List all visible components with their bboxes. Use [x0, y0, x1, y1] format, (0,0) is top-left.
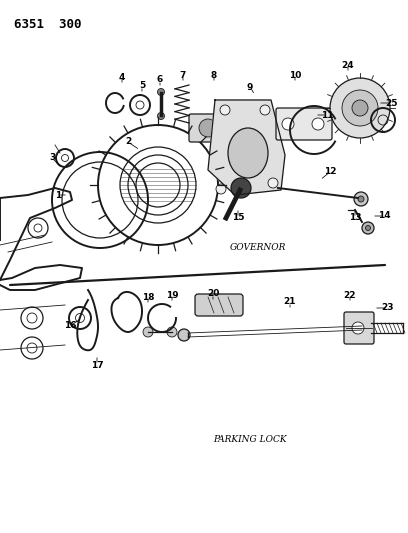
Text: 20: 20 [207, 289, 219, 298]
Ellipse shape [228, 128, 268, 178]
Text: 11: 11 [321, 110, 333, 119]
Circle shape [199, 119, 217, 137]
Circle shape [231, 178, 251, 198]
Circle shape [312, 118, 324, 130]
Circle shape [260, 105, 270, 115]
Text: 18: 18 [142, 293, 154, 302]
Circle shape [178, 329, 190, 341]
Circle shape [220, 105, 230, 115]
FancyBboxPatch shape [344, 312, 374, 344]
Text: 3: 3 [49, 154, 55, 163]
Text: 15: 15 [232, 214, 244, 222]
FancyBboxPatch shape [276, 108, 332, 140]
Text: 22: 22 [344, 290, 356, 300]
Circle shape [352, 322, 364, 334]
Text: 5: 5 [139, 82, 145, 91]
Text: 21: 21 [284, 297, 296, 306]
Circle shape [330, 78, 390, 138]
Text: 24: 24 [341, 61, 354, 69]
Text: 2: 2 [125, 138, 131, 147]
Text: 7: 7 [180, 70, 186, 79]
Circle shape [342, 90, 378, 126]
Circle shape [352, 100, 368, 116]
Text: 17: 17 [91, 360, 103, 369]
Text: 14: 14 [378, 212, 390, 221]
Text: 8: 8 [211, 70, 217, 79]
Text: 10: 10 [289, 70, 301, 79]
Text: GOVERNOR: GOVERNOR [230, 244, 286, 253]
Circle shape [282, 118, 294, 130]
Circle shape [354, 192, 368, 206]
Circle shape [366, 225, 370, 230]
Text: 12: 12 [324, 167, 336, 176]
Circle shape [358, 196, 364, 202]
Text: 6: 6 [157, 76, 163, 85]
Circle shape [216, 184, 226, 194]
FancyBboxPatch shape [195, 294, 243, 316]
FancyBboxPatch shape [189, 114, 227, 142]
Circle shape [268, 178, 278, 188]
Polygon shape [208, 100, 285, 195]
Text: 19: 19 [166, 290, 178, 300]
Circle shape [157, 112, 164, 119]
Circle shape [157, 88, 164, 95]
Text: 16: 16 [64, 321, 76, 330]
Text: 25: 25 [386, 99, 398, 108]
Circle shape [167, 327, 177, 337]
Text: PARKING LOCK: PARKING LOCK [213, 435, 287, 445]
Circle shape [143, 327, 153, 337]
Text: 13: 13 [349, 214, 361, 222]
Text: 9: 9 [247, 83, 253, 92]
Text: 23: 23 [382, 303, 394, 312]
Text: 6351  300: 6351 300 [14, 18, 82, 31]
Text: 1: 1 [55, 190, 61, 199]
Circle shape [362, 222, 374, 234]
Text: 4: 4 [119, 72, 125, 82]
